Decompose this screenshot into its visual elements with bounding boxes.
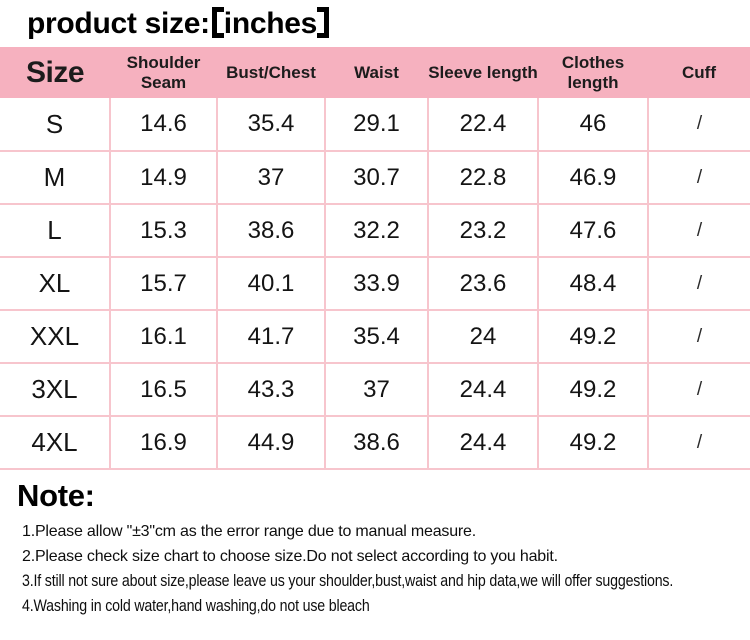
table-row-4xl: 4XL 16.9 44.9 38.6 24.4 49.2 / <box>0 415 750 470</box>
value-cell: 41.7 <box>216 309 326 364</box>
right-lenticular-bracket-icon <box>317 7 331 38</box>
value-cell: 38.6 <box>324 415 429 470</box>
note-heading: Note: <box>17 478 95 513</box>
column-header-bust-chest: Bust/Chest <box>217 47 325 98</box>
value-cell: 49.2 <box>537 362 649 417</box>
value-cell: 16.5 <box>109 362 218 417</box>
value-cell: 16.1 <box>109 309 218 364</box>
value-cell: 23.2 <box>427 203 539 258</box>
value-cell: / <box>647 256 750 311</box>
value-cell: / <box>647 415 750 470</box>
value-cell: 48.4 <box>537 256 649 311</box>
note-list: 1.Please allow "±3"cm as the error range… <box>0 519 750 619</box>
value-cell: 30.7 <box>324 150 429 205</box>
column-header-shoulder-seam: Shoulder Seam <box>110 47 217 98</box>
size-cell: S <box>0 98 111 152</box>
size-cell: XL <box>0 256 111 311</box>
value-cell: 43.3 <box>216 362 326 417</box>
value-cell: / <box>647 150 750 205</box>
value-cell: 15.3 <box>109 203 218 258</box>
page-title-text: product size: <box>27 7 210 40</box>
value-cell: 37 <box>324 362 429 417</box>
value-cell: 35.4 <box>324 309 429 364</box>
value-cell: 23.6 <box>427 256 539 311</box>
left-lenticular-bracket-icon <box>210 7 224 38</box>
value-cell: / <box>647 203 750 258</box>
value-cell: 24.4 <box>427 415 539 470</box>
value-cell: 22.8 <box>427 150 539 205</box>
value-cell: / <box>647 98 750 152</box>
value-cell: / <box>647 309 750 364</box>
value-cell: 46 <box>537 98 649 152</box>
value-cell: 22.4 <box>427 98 539 152</box>
page-title-unit: inches <box>223 7 318 40</box>
table-row-l: L 15.3 38.6 32.2 23.2 47.6 / <box>0 203 750 258</box>
column-header-cuff: Cuff <box>648 47 750 98</box>
size-cell: XXL <box>0 309 111 364</box>
value-cell: 33.9 <box>324 256 429 311</box>
size-cell: 3XL <box>0 362 111 417</box>
table-header-row: Size Shoulder Seam Bust/Chest Waist Slee… <box>0 47 750 98</box>
value-cell: 14.9 <box>109 150 218 205</box>
note-item-4: 4.Washing in cold water,hand washing,do … <box>22 597 370 615</box>
value-cell: / <box>647 362 750 417</box>
table-row-3xl: 3XL 16.5 43.3 37 24.4 49.2 / <box>0 362 750 417</box>
column-header-sleeve-length: Sleeve length <box>428 47 538 98</box>
value-cell: 32.2 <box>324 203 429 258</box>
note-item-2: 2.Please check size chart to choose size… <box>22 548 558 565</box>
note-item-3: 3.If still not sure about size,please le… <box>22 572 674 590</box>
size-cell: M <box>0 150 111 205</box>
size-chart-page: product size: inches Size Shoulder Seam B… <box>0 0 750 619</box>
column-header-clothes-length: Clothes length <box>538 47 648 98</box>
value-cell: 46.9 <box>537 150 649 205</box>
value-cell: 15.7 <box>109 256 218 311</box>
table-row-xl: XL 15.7 40.1 33.9 23.6 48.4 / <box>0 256 750 311</box>
note-item-1: 1.Please allow "±3"cm as the error range… <box>22 523 477 540</box>
value-cell: 37 <box>216 150 326 205</box>
value-cell: 29.1 <box>324 98 429 152</box>
table-row-xxl: XXL 16.1 41.7 35.4 24 49.2 / <box>0 309 750 364</box>
value-cell: 47.6 <box>537 203 649 258</box>
value-cell: 16.9 <box>109 415 218 470</box>
value-cell: 49.2 <box>537 415 649 470</box>
value-cell: 38.6 <box>216 203 326 258</box>
value-cell: 24.4 <box>427 362 539 417</box>
value-cell: 44.9 <box>216 415 326 470</box>
table-row-m: M 14.9 37 30.7 22.8 46.9 / <box>0 150 750 205</box>
column-header-waist: Waist <box>325 47 428 98</box>
page-title: product size: inches <box>0 0 750 47</box>
size-cell: 4XL <box>0 415 111 470</box>
size-table: Size Shoulder Seam Bust/Chest Waist Slee… <box>0 47 750 470</box>
value-cell: 14.6 <box>109 98 218 152</box>
table-row-s: S 14.6 35.4 29.1 22.4 46 / <box>0 98 750 152</box>
size-cell: L <box>0 203 111 258</box>
value-cell: 49.2 <box>537 309 649 364</box>
value-cell: 40.1 <box>216 256 326 311</box>
value-cell: 35.4 <box>216 98 326 152</box>
column-header-size: Size <box>0 47 110 98</box>
value-cell: 24 <box>427 309 539 364</box>
